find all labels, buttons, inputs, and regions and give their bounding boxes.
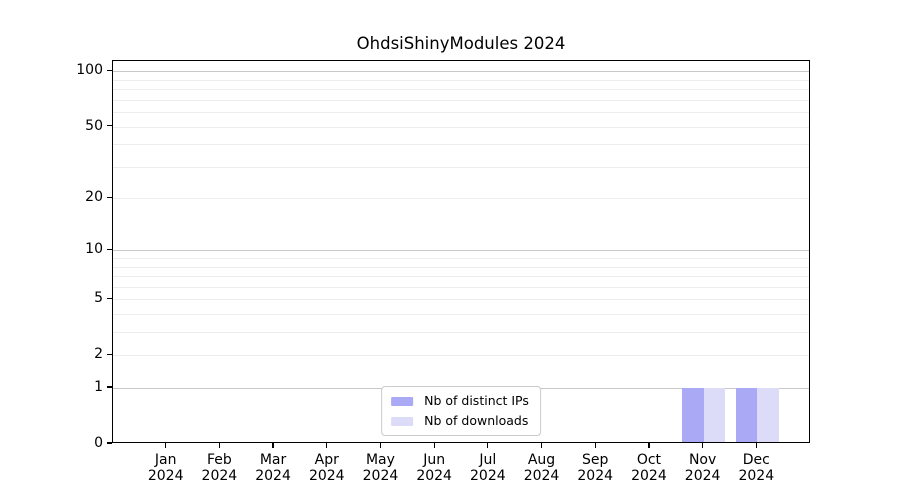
y-tick-5 (107, 297, 112, 299)
y-gridline-minor-9 (113, 258, 809, 260)
y-gridline-major-10 (113, 250, 809, 252)
y-gridline-minor-90 (113, 79, 809, 81)
y-gridline-minor-30 (113, 166, 809, 168)
x-tick-apr (326, 443, 328, 448)
x-tick-sep (594, 443, 596, 448)
y-tick-20 (107, 196, 112, 198)
legend: Nb of distinct IPs Nb of downloads (381, 386, 541, 436)
x-tick-may (379, 443, 382, 448)
y-tick-label-1: 1 (94, 379, 103, 396)
y-gridline-minor-8 (113, 266, 809, 268)
x-tick-label-dec: Dec 2024 (738, 452, 775, 484)
plot-layer (113, 61, 809, 442)
legend-swatch-downloads-icon (391, 416, 414, 426)
y-tick-label-20: 20 (85, 189, 103, 206)
x-tick-label-nov: Nov 2024 (684, 452, 721, 484)
bar-nb-of-distinct-ips-nov (682, 388, 704, 442)
y-tick-0 (107, 442, 112, 444)
x-tick-label-apr: Apr 2024 (308, 452, 345, 484)
plot-area: Nb of distinct IPs Nb of downloads (112, 60, 810, 443)
x-tick-label-sep: Sep 2024 (577, 452, 614, 484)
x-tick-label-jul: Jul 2024 (470, 452, 506, 484)
x-tick-mar (272, 443, 274, 448)
x-tick-dec (755, 443, 757, 448)
y-tick-1 (107, 386, 112, 388)
legend-swatch-distinct-ips-icon (391, 396, 414, 406)
x-tick-jul (487, 443, 489, 448)
x-tick-oct (648, 443, 650, 448)
y-gridline-major-100 (113, 71, 809, 73)
y-tick-100 (107, 69, 112, 72)
x-tick-label-feb: Feb 2024 (201, 452, 238, 484)
y-gridline-minor-6 (113, 286, 809, 288)
x-tick-nov (702, 443, 704, 448)
x-tick-jan (165, 443, 167, 448)
y-gridline-minor-40 (113, 144, 809, 146)
x-tick-jun (433, 443, 435, 448)
y-tick-label-5: 5 (94, 290, 103, 307)
y-tick-10 (107, 248, 112, 251)
y-gridline-minor-3 (113, 332, 809, 334)
bar-nb-of-downloads-dec (757, 388, 779, 442)
legend-label-distinct-ips: Nb of distinct IPs (424, 393, 529, 408)
x-tick-label-jun: Jun 2024 (416, 452, 452, 484)
y-gridline-minor-2 (113, 355, 809, 357)
y-tick-label-50: 50 (85, 117, 103, 134)
bar-nb-of-distinct-ips-dec (735, 388, 758, 442)
x-tick-label-jan: Jan 2024 (147, 452, 184, 484)
y-tick-label-10: 10 (85, 241, 103, 258)
y-gridline-minor-4 (113, 314, 809, 316)
x-tick-label-oct: Oct 2024 (631, 452, 667, 484)
x-tick-label-aug: Aug 2024 (523, 452, 560, 484)
y-gridline-minor-60 (113, 112, 809, 114)
x-tick-label-mar: Mar 2024 (255, 452, 291, 484)
x-tick-aug (540, 443, 543, 448)
y-gridline-minor-80 (113, 89, 809, 91)
chart-title: OhdsiShinyModules 2024 (356, 34, 566, 53)
y-tick-2 (107, 353, 112, 355)
y-gridline-minor-50 (113, 126, 809, 128)
y-tick-label-2: 2 (94, 346, 103, 363)
legend-item-downloads: Nb of downloads (391, 413, 529, 429)
y-gridline-minor-7 (113, 276, 809, 278)
legend-label-downloads: Nb of downloads (424, 413, 529, 428)
y-tick-50 (107, 125, 112, 127)
y-gridline-minor-70 (113, 99, 809, 101)
bar-nb-of-downloads-nov (703, 388, 726, 442)
y-gridline-minor-5 (113, 299, 809, 301)
y-gridline-minor-20 (113, 198, 809, 200)
y-tick-label-0: 0 (94, 435, 103, 451)
x-tick-label-may: May 2024 (362, 452, 399, 484)
y-tick-label-100: 100 (76, 62, 103, 79)
legend-item-distinct-ips: Nb of distinct IPs (391, 393, 529, 409)
x-tick-feb (218, 443, 220, 448)
